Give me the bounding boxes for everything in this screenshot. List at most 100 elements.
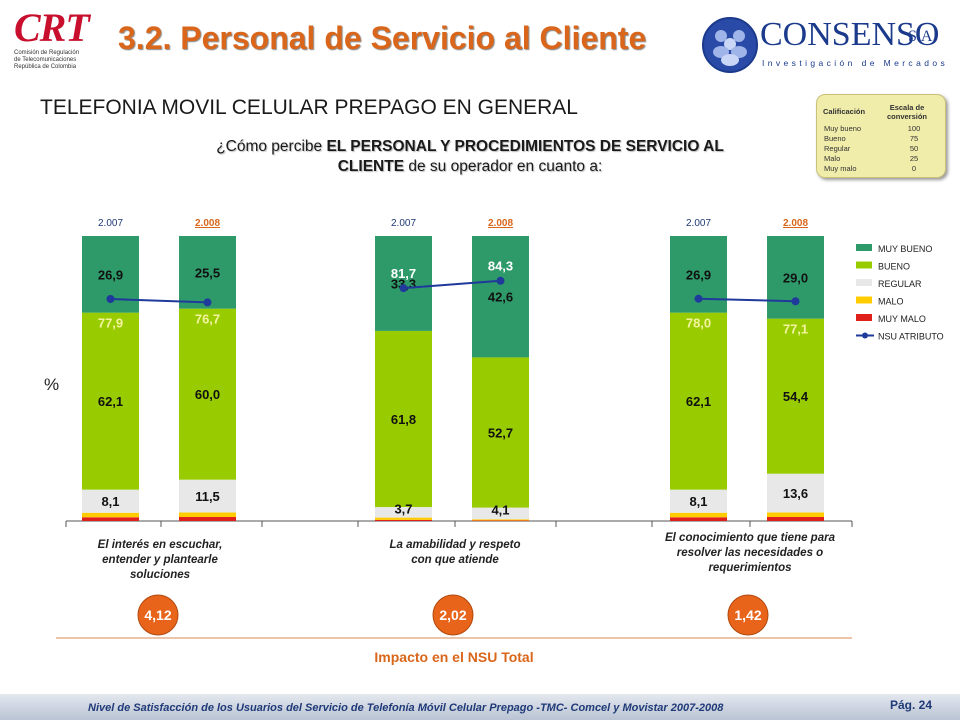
- bueno-value-label: 60,0: [195, 387, 220, 402]
- bar-segment-bueno: [670, 312, 727, 490]
- regular-value-label: 8,1: [689, 494, 707, 509]
- impact-caption: Impacto en el NSU Total: [374, 649, 533, 665]
- category-label: El conocimiento que tiene para: [665, 532, 836, 544]
- legend-swatch: [856, 296, 872, 304]
- muy-bueno-value-label: 25,5: [195, 265, 220, 280]
- bar-segment-regular: [472, 507, 529, 520]
- nsu-line: [698, 297, 796, 303]
- consenso-logo: CONSENSO S.A. Investigación de Mercados: [702, 12, 952, 82]
- bar-year-label: 2.007: [391, 218, 416, 229]
- bar-segment-malo: [179, 512, 236, 518]
- bar-segment-malo: [472, 519, 529, 521]
- category-label: requerimientos: [708, 562, 791, 574]
- nsu-marker: [106, 294, 115, 303]
- stacked-bar-chart: % 2.007 26,9 62,1 8,1 77,9 2.008 25,5 60,0 11,5 76…: [44, 218, 944, 665]
- bueno-value-label: 62,1: [686, 394, 711, 409]
- bar-segment-regular: [179, 479, 236, 513]
- impact-badge: [137, 594, 179, 636]
- bueno-value-label: 52,7: [488, 426, 513, 441]
- regular-value-label: 8,1: [101, 494, 119, 509]
- regular-value-label: 11,5: [195, 489, 220, 504]
- consenso-name: CONSENSO: [760, 16, 940, 53]
- impact-badge: [727, 594, 769, 636]
- nsu-marker: [496, 276, 505, 285]
- regular-value-label: 13,6: [783, 486, 808, 501]
- legend-swatch: [856, 314, 872, 321]
- section-subtitle: TELEFONIA MOVIL CELULAR PREPAGO EN GENER…: [40, 96, 578, 119]
- bar-segment-muy-malo: [179, 517, 236, 521]
- nsu-value-label: 77,9: [98, 316, 123, 331]
- scale-row: Regular 50: [824, 144, 919, 153]
- bar-year-label: 2.007: [686, 218, 711, 229]
- scale-row: Malo 25: [824, 154, 919, 163]
- bar-segment-malo: [82, 512, 139, 518]
- nsu-line: [403, 279, 501, 290]
- muy-bueno-value-label: 26,9: [686, 267, 711, 282]
- impact-value-label: 1,42: [734, 607, 761, 623]
- consenso-tagline: Investigación de Mercados: [762, 58, 949, 68]
- nsu-line: [110, 297, 208, 304]
- bar-segment-bueno: [179, 308, 236, 480]
- scale-row: Muy bueno 100: [824, 124, 921, 133]
- bar-segment-muy-bueno: [472, 236, 529, 358]
- muy-bueno-value-label: 42,6: [488, 290, 513, 305]
- bueno-value-label: 54,4: [783, 389, 809, 404]
- nsu-value-label: 78,0: [686, 316, 711, 331]
- category-label: El interés en escuchar,: [98, 539, 223, 551]
- consenso-sa: S.A.: [908, 28, 937, 45]
- legend-label: BUENO: [878, 262, 910, 272]
- page-title: 3.2. Personal de Servicio al Cliente: [118, 20, 647, 56]
- bar-segment-bueno: [472, 357, 529, 508]
- impact-value-label: 4,12: [144, 607, 171, 623]
- y-axis-label: %: [44, 375, 59, 394]
- nsu-marker: [399, 284, 408, 293]
- legend-marker: [862, 332, 868, 339]
- bar-year-label: 2.008: [488, 218, 513, 229]
- bar-year-label: 2.007: [98, 218, 123, 229]
- bar-segment-regular: [670, 489, 727, 513]
- bar-segment-muy-malo: [82, 517, 139, 521]
- crt-logo-mark: CRT: [14, 5, 90, 50]
- bar-year-label: 2.008: [783, 218, 808, 229]
- legend-label: REGULAR: [878, 279, 922, 289]
- nsu-value-label: 76,7: [195, 312, 220, 327]
- bueno-value-label: 61,8: [391, 412, 416, 427]
- nsu-marker: [791, 297, 800, 306]
- scale-row: Muy malo 0: [824, 164, 917, 173]
- regular-value-label: 3,7: [394, 501, 412, 516]
- nsu-value-label: 77,1: [783, 322, 808, 337]
- legend-label: MUY MALO: [878, 314, 926, 324]
- bar-segment-malo: [670, 512, 727, 518]
- consenso-emblem-icon: [702, 17, 758, 73]
- category-label: soluciones: [130, 569, 190, 581]
- muy-bueno-value-label: 26,9: [98, 267, 123, 282]
- page-number: Pág. 24: [890, 698, 933, 712]
- bar-segment-muy-malo: [670, 517, 727, 521]
- bar-segment-muy-bueno: [179, 236, 236, 309]
- legend-label: MALO: [878, 297, 904, 307]
- legend-label: NSU ATRIBUTO: [878, 332, 944, 342]
- bar-segment-malo: [767, 512, 824, 518]
- muy-bueno-value-label: 29,0: [783, 270, 808, 285]
- category-label: entender y plantearle: [102, 554, 218, 566]
- legend-swatch: [856, 279, 872, 286]
- bar-segment-muy-malo: [375, 519, 432, 521]
- bar-segment-bueno: [82, 312, 139, 490]
- footer-bar: [0, 694, 960, 720]
- nsu-marker: [203, 298, 212, 307]
- footer-text: Nivel de Satisfacción de los Usuarios de…: [88, 702, 724, 714]
- crt-logo-subtitle: Comisión de Regulación de Telecomunicaci…: [14, 50, 80, 70]
- bueno-value-label: 62,1: [98, 394, 123, 409]
- legend-label: MUY BUENO: [878, 244, 932, 254]
- bar-segment-malo: [375, 517, 432, 520]
- nsu-value-label: 84,3: [488, 259, 513, 274]
- crt-logo: CRT Comisión de Regulación de Telecomuni…: [14, 5, 100, 80]
- bar-segment-bueno: [375, 330, 432, 508]
- scale-col-rating: Calificación: [823, 107, 866, 116]
- survey-question: ¿Cómo percibe EL PERSONAL Y PROCEDIMIENT…: [216, 138, 724, 175]
- impact-badge: [432, 594, 474, 636]
- bar-segment-bueno: [767, 318, 824, 474]
- bar-segment-regular: [375, 507, 432, 518]
- bar-segment-regular: [82, 489, 139, 513]
- legend-swatch: [856, 261, 872, 269]
